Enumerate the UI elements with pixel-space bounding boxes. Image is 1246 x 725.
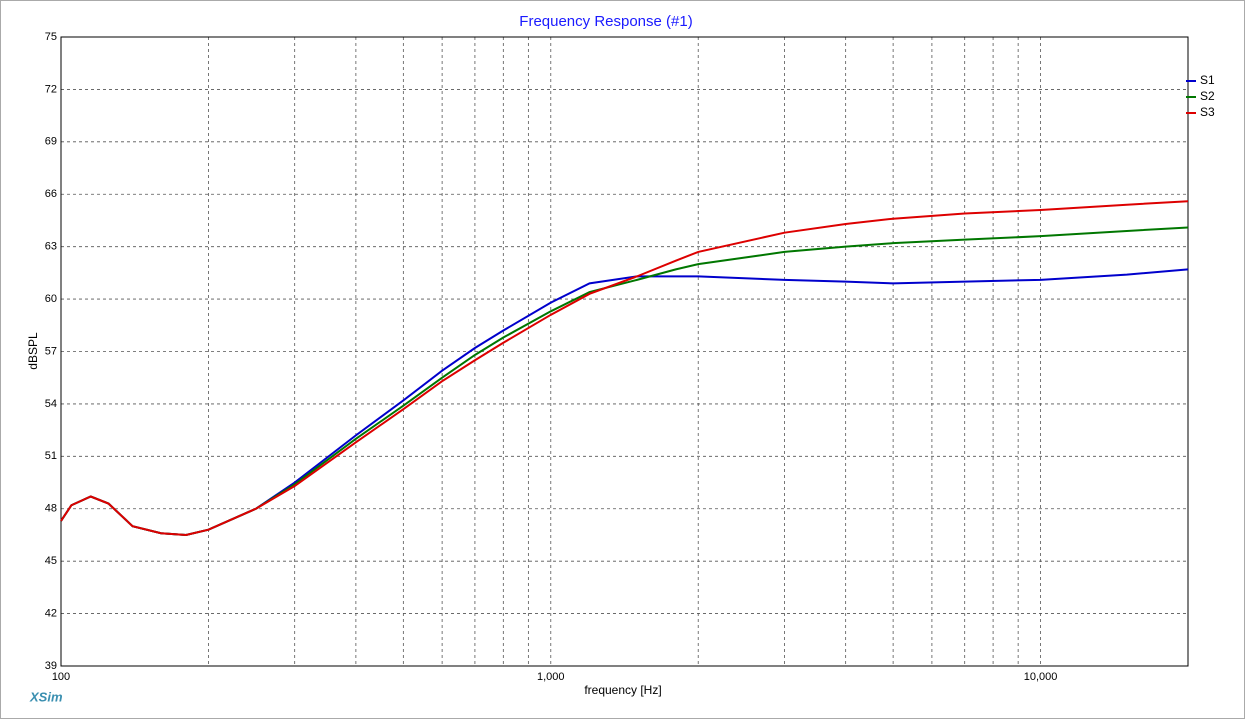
x-tick-label: 1,000 bbox=[537, 671, 565, 683]
legend-label: S1 bbox=[1200, 73, 1215, 87]
y-tick-label: 39 bbox=[45, 660, 57, 672]
y-tick-label: 75 bbox=[45, 31, 57, 43]
series-line bbox=[60, 200, 1189, 536]
x-axis-label: frequency [Hz] bbox=[584, 683, 661, 697]
x-tick-label: 100 bbox=[52, 671, 70, 683]
y-tick-label: 72 bbox=[45, 83, 57, 95]
y-tick-label: 51 bbox=[45, 450, 57, 462]
y-axis-label: dBSPL bbox=[26, 332, 40, 370]
watermark: XSim bbox=[29, 689, 63, 704]
y-tick-label: 69 bbox=[45, 136, 57, 148]
chart-title: Frequency Response (#1) bbox=[519, 13, 692, 30]
y-tick-label: 42 bbox=[45, 607, 57, 619]
legend-label: S3 bbox=[1200, 105, 1215, 119]
y-tick-label: 48 bbox=[45, 503, 57, 515]
y-tick-label: 45 bbox=[45, 555, 57, 567]
y-tick-label: 63 bbox=[45, 241, 57, 253]
y-tick-label: 66 bbox=[45, 188, 57, 200]
y-tick-label: 54 bbox=[45, 398, 57, 410]
plot-border bbox=[60, 36, 1189, 667]
y-tick-label: 57 bbox=[45, 345, 57, 357]
x-tick-label: 10,000 bbox=[1024, 671, 1058, 683]
y-tick-label: 60 bbox=[45, 293, 57, 305]
legend-label: S2 bbox=[1200, 89, 1215, 103]
